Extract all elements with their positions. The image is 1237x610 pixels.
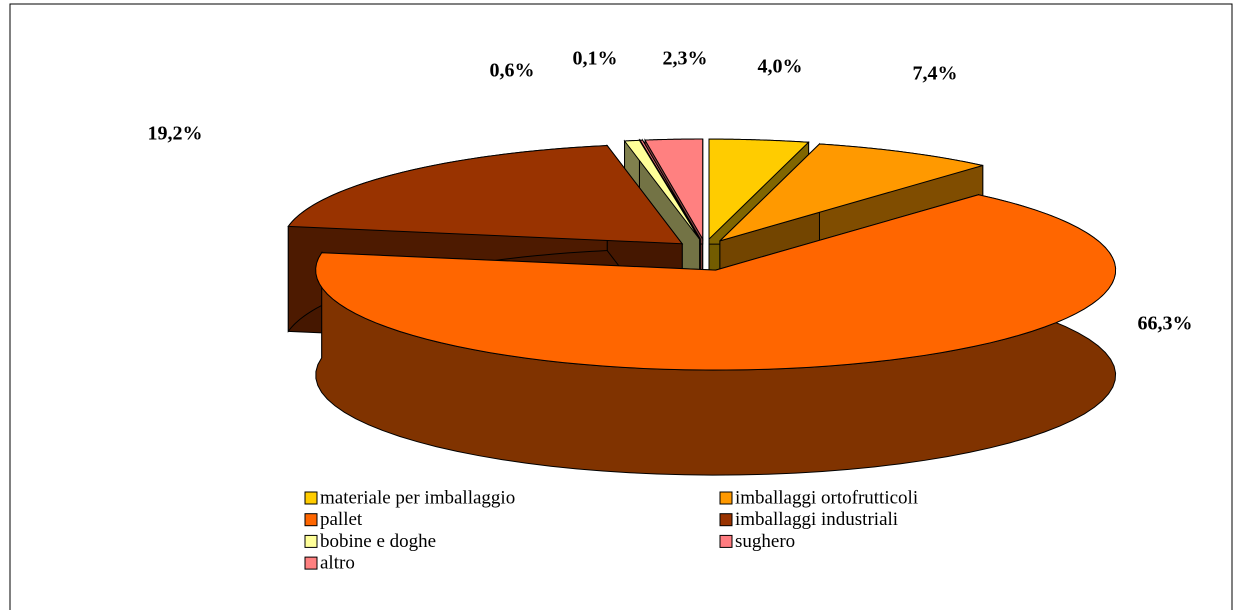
slice-top: [639, 139, 701, 240]
data-label: 0,6%: [490, 60, 535, 82]
legend-label: bobine e doghe: [320, 531, 436, 552]
data-label: 7,4%: [913, 63, 958, 85]
legend-swatch: [719, 513, 733, 527]
data-label: 0,1%: [573, 48, 618, 70]
data-label: 66,3%: [1138, 313, 1193, 335]
legend-label: materiale per imballaggio: [320, 487, 515, 508]
legend-swatch: [304, 534, 318, 548]
legend-label: imballaggi ortofrutticoli: [735, 487, 918, 508]
slice-top: [644, 138, 704, 241]
legend-label: pallet: [320, 509, 363, 530]
slice-top: [623, 139, 701, 240]
data-label: 4,0%: [758, 56, 803, 78]
legend-label: altro: [320, 552, 355, 573]
slice-top: [315, 194, 1117, 371]
slice-top: [287, 145, 684, 245]
slice-top: [719, 143, 983, 242]
slice: [315, 194, 1117, 476]
legend-swatch: [304, 556, 318, 570]
legend-label: imballaggi industriali: [735, 509, 898, 530]
data-label: 19,2%: [148, 123, 203, 145]
legend-swatch: [304, 513, 318, 527]
data-label: 2,3%: [663, 48, 708, 70]
legend-label: sughero: [735, 531, 795, 552]
legend-swatch: [304, 491, 318, 505]
legend-swatch: [719, 491, 733, 505]
slice-top: [708, 138, 810, 241]
legend-swatch: [719, 534, 733, 548]
